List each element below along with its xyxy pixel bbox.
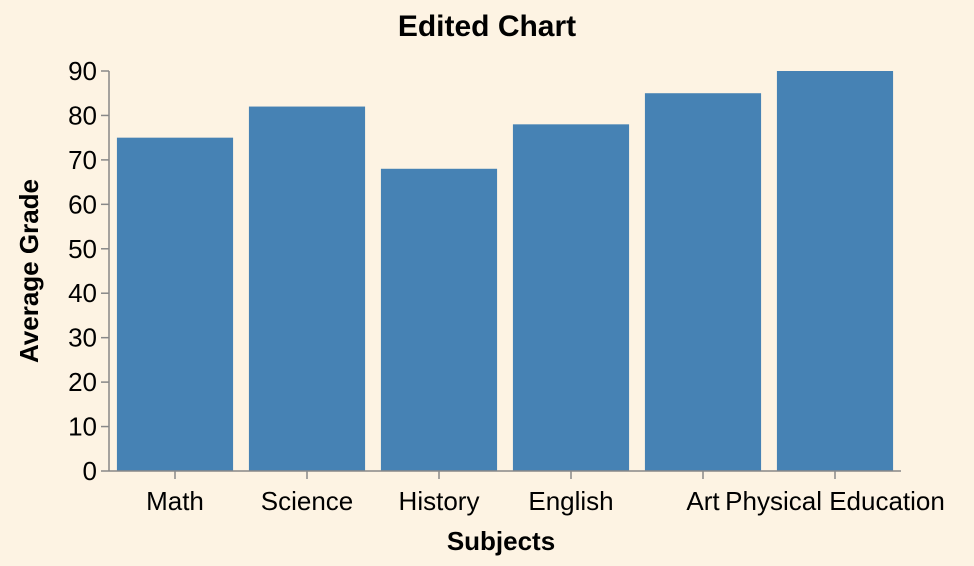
- chart-title: Edited Chart: [398, 10, 576, 43]
- bar-art: [644, 93, 762, 471]
- bar-physical-education: [776, 71, 894, 471]
- x-tick-label: English: [528, 486, 613, 516]
- y-tick-label: 90: [68, 56, 97, 86]
- y-tick-label: 50: [68, 234, 97, 264]
- bar-math: [116, 137, 234, 471]
- x-tick-label: Physical Education: [725, 486, 945, 516]
- y-tick-label: 80: [68, 100, 97, 130]
- x-tick-label: Art: [686, 486, 720, 516]
- y-axis-title: Average Grade: [14, 179, 44, 363]
- y-tick-label: 30: [68, 323, 97, 353]
- x-axis: Math Science History English Art Physical Edu…: [109, 470, 945, 516]
- bars-group: [116, 71, 894, 472]
- y-tick-label: 20: [68, 367, 97, 397]
- y-tick-label: 10: [68, 412, 97, 442]
- x-tick-label: Math: [146, 486, 204, 516]
- x-tick-label: Science: [261, 486, 354, 516]
- bar-science: [248, 106, 366, 472]
- y-tick-label: 40: [68, 278, 97, 308]
- x-tick-label: History: [399, 486, 480, 516]
- y-axis: 0 10 20 30 40 50 60 70 80 90: [68, 56, 110, 486]
- bar-english: [512, 124, 630, 471]
- y-tick-label: 70: [68, 145, 97, 175]
- bar-history: [380, 168, 498, 471]
- y-tick-label: 60: [68, 189, 97, 219]
- x-axis-title: Subjects: [447, 526, 555, 556]
- y-tick-label: 0: [83, 456, 97, 486]
